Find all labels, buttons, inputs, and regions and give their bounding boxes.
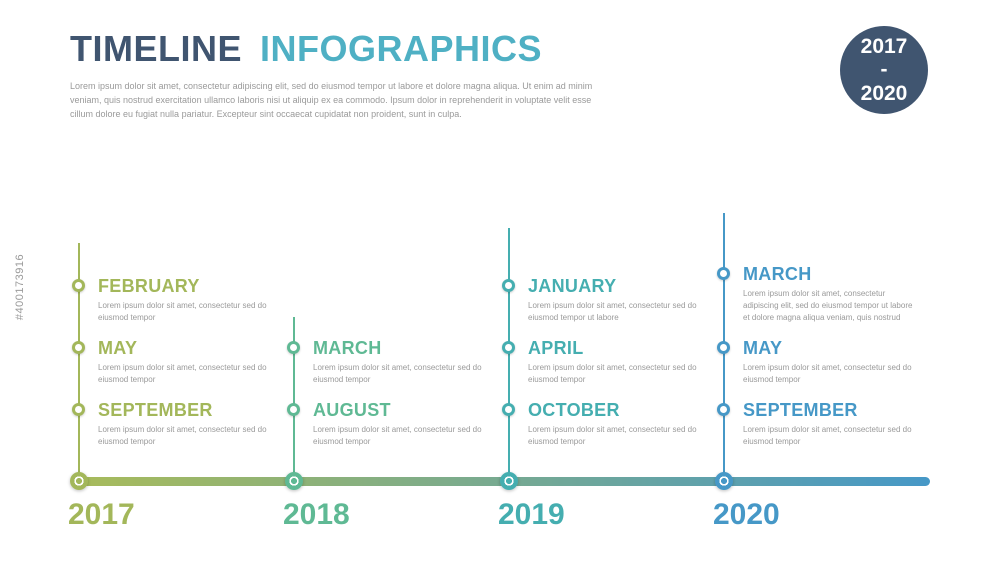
event-month: OCTOBER — [528, 400, 700, 421]
year-node-icon — [500, 472, 518, 490]
event-dot-icon — [502, 279, 515, 292]
timeline-column: SEPTEMBER Lorem ipsum dolor sit amet, con… — [715, 160, 930, 532]
events-list: SEPTEMBER Lorem ipsum dolor sit amet, con… — [715, 264, 915, 462]
timeline-event: AUGUST Lorem ipsum dolor sit amet, consec… — [285, 400, 485, 462]
header: TIMELINE INFOGRAPHICS Lorem ipsum dolor … — [70, 28, 930, 122]
year-label: 2018 — [283, 498, 350, 532]
event-body: Lorem ipsum dolor sit amet, consectetur … — [528, 362, 698, 386]
year-node-icon — [715, 472, 733, 490]
event-month: SEPTEMBER — [98, 400, 270, 421]
event-month: FEBRUARY — [98, 276, 270, 297]
badge-year-to: 2020 — [861, 82, 908, 105]
events-list: OCTOBER Lorem ipsum dolor sit amet, conse… — [500, 276, 700, 462]
year-node-icon — [70, 472, 88, 490]
events-list: SEPTEMBER Lorem ipsum dolor sit amet, con… — [70, 276, 270, 462]
badge-dash: - — [881, 58, 888, 81]
year-range-badge: 2017 - 2020 — [840, 26, 928, 114]
events-list: AUGUST Lorem ipsum dolor sit amet, consec… — [285, 338, 485, 462]
event-dot-icon — [287, 403, 300, 416]
event-body: Lorem ipsum dolor sit amet, consectetur … — [743, 424, 913, 448]
event-body: Lorem ipsum dolor sit amet, consectetur … — [528, 424, 698, 448]
watermark: #400173916 — [14, 254, 26, 320]
timeline-event: MAY Lorem ipsum dolor sit amet, consectet… — [70, 338, 270, 400]
event-body: Lorem ipsum dolor sit amet, consectetur … — [528, 300, 698, 324]
timeline-event: SEPTEMBER Lorem ipsum dolor sit amet, con… — [70, 400, 270, 462]
timeline-event: FEBRUARY Lorem ipsum dolor sit amet, cons… — [70, 276, 270, 338]
subtitle: Lorem ipsum dolor sit amet, consectetur … — [70, 80, 610, 122]
event-dot-icon — [717, 267, 730, 280]
event-dot-icon — [72, 279, 85, 292]
event-month: MAY — [98, 338, 270, 359]
year-label: 2020 — [713, 498, 780, 532]
timeline-column: OCTOBER Lorem ipsum dolor sit amet, conse… — [500, 160, 715, 532]
event-dot-icon — [717, 341, 730, 354]
event-dot-icon — [502, 341, 515, 354]
event-dot-icon — [502, 403, 515, 416]
event-month: AUGUST — [313, 400, 485, 421]
timeline-event: MARCH Lorem ipsum dolor sit amet, consect… — [715, 264, 915, 338]
timeline: SEPTEMBER Lorem ipsum dolor sit amet, con… — [70, 160, 930, 532]
timeline-event: APRIL Lorem ipsum dolor sit amet, consect… — [500, 338, 700, 400]
year-label: 2017 — [68, 498, 135, 532]
title-word-1: TIMELINE — [70, 28, 242, 70]
event-dot-icon — [287, 341, 300, 354]
timeline-event: OCTOBER Lorem ipsum dolor sit amet, conse… — [500, 400, 700, 462]
event-month: APRIL — [528, 338, 700, 359]
timeline-event: MAY Lorem ipsum dolor sit amet, consectet… — [715, 338, 915, 400]
timeline-event: MARCH Lorem ipsum dolor sit amet, consect… — [285, 338, 485, 400]
event-month: MAY — [743, 338, 915, 359]
timeline-column: SEPTEMBER Lorem ipsum dolor sit amet, con… — [70, 160, 285, 532]
event-dot-icon — [72, 403, 85, 416]
timeline-event: JANUARY Lorem ipsum dolor sit amet, conse… — [500, 276, 700, 338]
event-month: MARCH — [743, 264, 915, 285]
event-month: SEPTEMBER — [743, 400, 915, 421]
timeline-event: SEPTEMBER Lorem ipsum dolor sit amet, con… — [715, 400, 915, 462]
event-body: Lorem ipsum dolor sit amet, consectetur … — [98, 300, 268, 324]
timeline-column: AUGUST Lorem ipsum dolor sit amet, consec… — [285, 160, 500, 532]
badge-year-from: 2017 — [861, 35, 908, 58]
title-word-2: INFOGRAPHICS — [260, 28, 542, 70]
event-body: Lorem ipsum dolor sit amet, consectetur … — [313, 424, 483, 448]
event-month: MARCH — [313, 338, 485, 359]
event-body: Lorem ipsum dolor sit amet, consectetur … — [743, 362, 913, 386]
title: TIMELINE INFOGRAPHICS — [70, 28, 930, 70]
event-month: JANUARY — [528, 276, 700, 297]
event-dot-icon — [72, 341, 85, 354]
event-body: Lorem ipsum dolor sit amet, consectetur … — [98, 424, 268, 448]
event-body: Lorem ipsum dolor sit amet, consectetur … — [743, 288, 913, 324]
event-body: Lorem ipsum dolor sit amet, consectetur … — [98, 362, 268, 386]
year-label: 2019 — [498, 498, 565, 532]
event-dot-icon — [717, 403, 730, 416]
event-body: Lorem ipsum dolor sit amet, consectetur … — [313, 362, 483, 386]
timeline-columns: SEPTEMBER Lorem ipsum dolor sit amet, con… — [70, 160, 930, 532]
year-node-icon — [285, 472, 303, 490]
